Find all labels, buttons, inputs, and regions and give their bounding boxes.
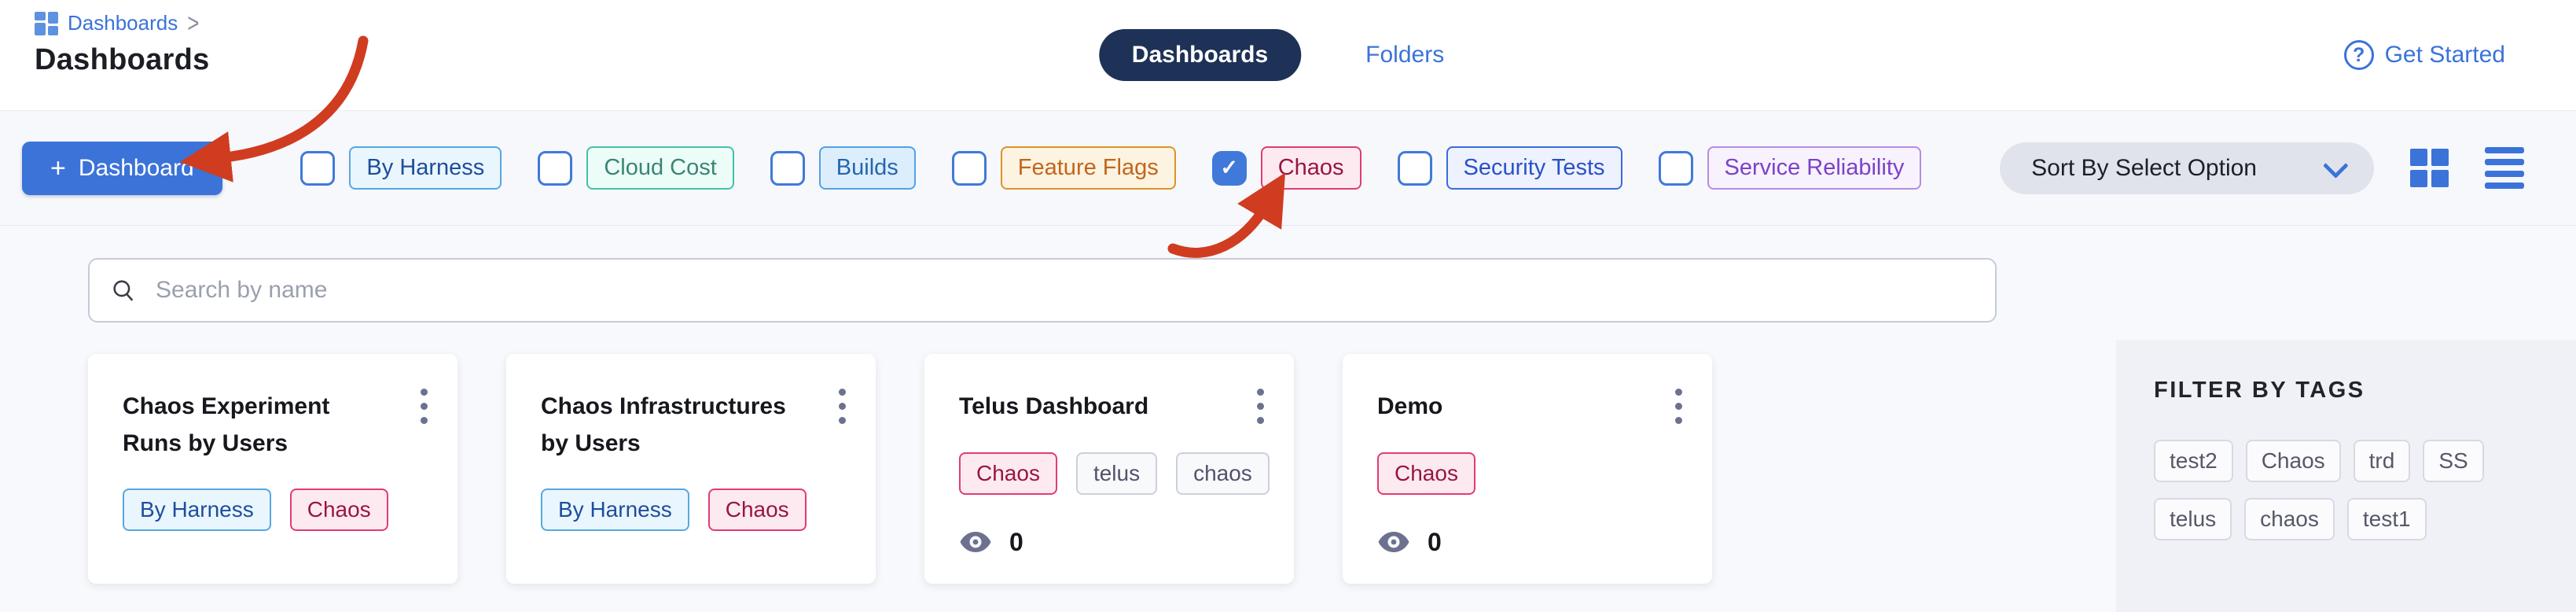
filter-by-tags-list: test2 Chaos trd SS telus chaos test1 [2154, 440, 2515, 540]
search-bar [88, 258, 1997, 323]
header: Dashboards > Dashboards Dashboards Folde… [0, 0, 2576, 111]
card-menu-icon[interactable] [416, 384, 432, 429]
breadcrumb-link-dashboards[interactable]: Dashboards [68, 11, 178, 35]
card-tag-telus: telus [1075, 452, 1158, 495]
checkbox-security-tests[interactable] [1397, 150, 1432, 186]
header-left: Dashboards > Dashboards [35, 7, 210, 77]
view-toggle: Dashboards Folders [1098, 29, 1477, 81]
filter-by-tags-title: FILTER BY TAGS [2154, 378, 2365, 403]
filter-chaos: ✓ Chaos [1211, 146, 1361, 190]
checkbox-service-reliability[interactable] [1658, 150, 1693, 186]
breadcrumb: Dashboards > [35, 7, 210, 38]
new-dashboard-button[interactable]: + Dashboard [22, 141, 222, 195]
dashboard-card[interactable]: Demo Chaos 0 [1343, 354, 1712, 584]
view-count-value: 0 [1428, 527, 1442, 556]
card-tag-chaos: Chaos [959, 452, 1057, 495]
plus-icon: + [50, 153, 66, 183]
view-count-value: 0 [1009, 527, 1023, 556]
card-tags: By Harness Chaos [541, 488, 844, 531]
breadcrumb-chevron-icon: > [187, 7, 200, 39]
dashboard-card[interactable]: Chaos Infrastructures by Users By Harnes… [506, 354, 876, 584]
card-menu-icon[interactable] [1670, 384, 1687, 429]
content-area: Chaos Experiment Runs by Users By Harnes… [0, 227, 2576, 612]
checkbox-builds[interactable] [770, 150, 805, 186]
checkbox-cloud-cost[interactable] [538, 150, 573, 186]
tag-chip-chaos-lower[interactable]: chaos [2244, 498, 2335, 540]
card-tag-by-harness: By Harness [541, 488, 689, 531]
search-icon [113, 280, 134, 301]
card-tags: Chaos [1377, 452, 1681, 495]
filter-builds: Builds [770, 146, 916, 190]
help-icon: ? [2343, 40, 2374, 70]
sort-dropdown-label: Sort By Select Option [2031, 154, 2257, 181]
card-tags: Chaos telus chaos [959, 452, 1270, 495]
tag-chip-test1[interactable]: test1 [2346, 498, 2427, 540]
card-tag-chaos: Chaos [289, 488, 388, 531]
search-input[interactable] [154, 276, 1975, 304]
filter-cloud-cost: Cloud Cost [538, 146, 734, 190]
filter-service-reliability: Service Reliability [1658, 146, 1922, 190]
dashboard-card[interactable]: Chaos Experiment Runs by Users By Harnes… [88, 354, 458, 584]
chevron-down-icon [2323, 153, 2349, 179]
list-view-icon[interactable] [2484, 147, 2524, 189]
card-tag-chaos: Chaos [707, 488, 807, 531]
checkbox-feature-flags[interactable] [951, 150, 987, 186]
tag-chip-test2[interactable]: test2 [2154, 440, 2233, 482]
eye-icon [960, 532, 991, 552]
toolbar-right: Sort By Select Option [2000, 142, 2524, 194]
grid-view-icon[interactable] [2409, 149, 2449, 187]
card-tag-chaos: Chaos [1377, 452, 1475, 495]
card-title: Telus Dashboard [959, 393, 1149, 419]
filter-by-tags-panel: FILTER BY TAGS test2 Chaos trd SS telus … [2116, 340, 2576, 612]
filter-tag-feature-flags[interactable]: Feature Flags [1000, 146, 1176, 190]
sort-dropdown[interactable]: Sort By Select Option [2000, 142, 2374, 194]
view-count: 0 [959, 528, 1262, 557]
checkbox-by-harness[interactable] [300, 150, 336, 186]
filter-tag-bar: By Harness Cloud Cost Builds Feature Fla… [300, 146, 1922, 190]
dashboards-grid-icon [35, 11, 58, 35]
filter-feature-flags: Feature Flags [951, 146, 1176, 190]
tag-chip-chaos-upper[interactable]: Chaos [2245, 440, 2341, 482]
card-menu-icon[interactable] [834, 384, 851, 429]
filter-security-tests: Security Tests [1397, 146, 1622, 190]
tab-folders[interactable]: Folders [1332, 29, 1477, 81]
card-title: Chaos Infrastructures by Users [541, 393, 786, 456]
card-tags: By Harness Chaos [123, 488, 426, 531]
new-dashboard-label: Dashboard [78, 154, 194, 181]
tab-dashboards[interactable]: Dashboards [1098, 29, 1302, 81]
dashboard-cards: Chaos Experiment Runs by Users By Harnes… [88, 354, 1712, 584]
card-title: Demo [1377, 393, 1443, 419]
filter-tag-builds[interactable]: Builds [818, 146, 916, 190]
filter-tag-security-tests[interactable]: Security Tests [1446, 146, 1622, 190]
filter-by-harness: By Harness [300, 146, 502, 190]
filter-tag-by-harness[interactable]: By Harness [349, 146, 502, 190]
tag-chip-trd[interactable]: trd [2353, 440, 2411, 482]
filter-tag-service-reliability[interactable]: Service Reliability [1707, 146, 1922, 190]
card-menu-icon[interactable] [1252, 384, 1269, 429]
toolbar: + Dashboard By Harness Cloud Cost Builds… [0, 111, 2576, 226]
get-started-link[interactable]: ? Get Started [2343, 40, 2505, 70]
tag-chip-telus[interactable]: telus [2154, 498, 2232, 540]
dashboard-card[interactable]: Telus Dashboard Chaos telus chaos 0 [924, 354, 1294, 584]
card-tag-chaos-lower: chaos [1176, 452, 1270, 495]
get-started-label: Get Started [2384, 42, 2505, 68]
card-tag-by-harness: By Harness [123, 488, 271, 531]
eye-icon [1378, 532, 1409, 552]
filter-tag-chaos[interactable]: Chaos [1260, 146, 1361, 190]
card-title: Chaos Experiment Runs by Users [123, 393, 330, 456]
filter-tag-cloud-cost[interactable]: Cloud Cost [586, 146, 734, 190]
page-title: Dashboards [35, 43, 210, 76]
checkbox-chaos-checked[interactable]: ✓ [1211, 150, 1247, 186]
view-count: 0 [1377, 528, 1681, 557]
tag-chip-ss[interactable]: SS [2423, 440, 2484, 482]
